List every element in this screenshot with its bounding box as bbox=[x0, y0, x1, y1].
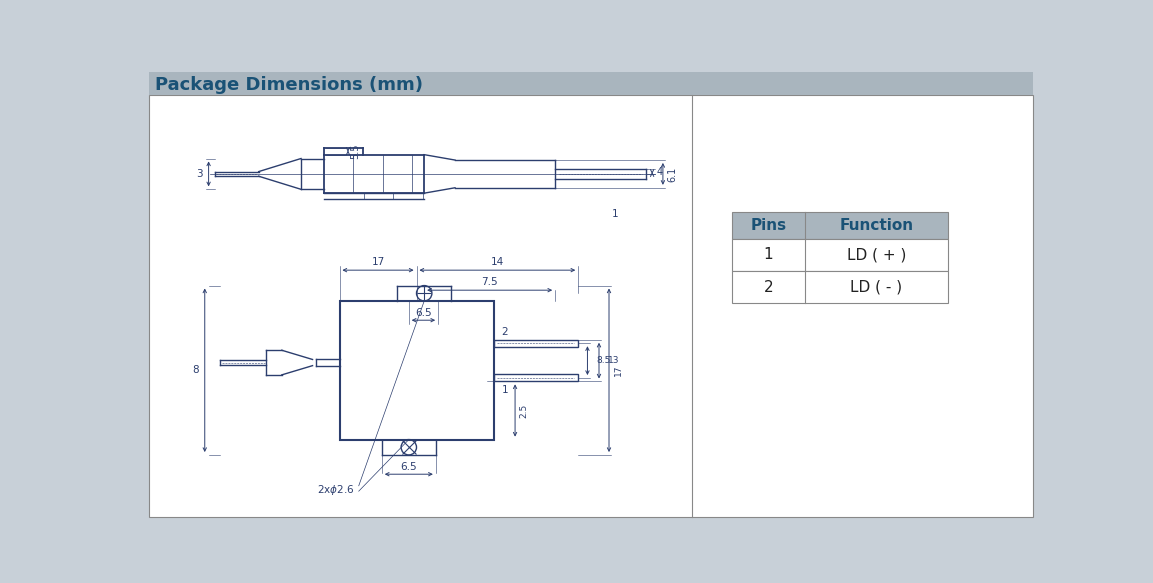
Text: LD ( + ): LD ( + ) bbox=[846, 247, 906, 262]
Text: 2.5: 2.5 bbox=[520, 403, 529, 417]
Text: LD ( - ): LD ( - ) bbox=[850, 280, 903, 294]
Text: Package Dimensions (mm): Package Dimensions (mm) bbox=[155, 76, 423, 94]
Text: 6.1: 6.1 bbox=[668, 166, 677, 181]
Text: 4: 4 bbox=[657, 167, 663, 177]
Text: 13: 13 bbox=[608, 356, 619, 365]
Text: Function: Function bbox=[839, 218, 913, 233]
Text: 17: 17 bbox=[371, 258, 385, 268]
Text: 1: 1 bbox=[502, 385, 508, 395]
Text: 6.5: 6.5 bbox=[415, 307, 431, 318]
Text: 8: 8 bbox=[193, 366, 198, 375]
Text: 17: 17 bbox=[613, 364, 623, 376]
Bar bbox=[493, 340, 578, 347]
Text: 2: 2 bbox=[502, 326, 508, 337]
Text: 8.5: 8.5 bbox=[596, 356, 610, 365]
Text: 2: 2 bbox=[763, 280, 774, 294]
Text: 5.5: 5.5 bbox=[351, 143, 361, 159]
Bar bbox=[732, 271, 948, 303]
Bar bbox=[732, 238, 948, 271]
Text: 3: 3 bbox=[196, 169, 203, 179]
Bar bbox=[339, 301, 493, 440]
Bar bbox=[149, 72, 1033, 94]
Text: 2x$\phi$2.6: 2x$\phi$2.6 bbox=[317, 483, 354, 497]
Text: 6.5: 6.5 bbox=[400, 462, 417, 472]
Text: 1: 1 bbox=[612, 209, 618, 219]
Text: 1: 1 bbox=[763, 247, 774, 262]
Text: Pins: Pins bbox=[751, 218, 786, 233]
Bar bbox=[493, 374, 578, 381]
Text: 14: 14 bbox=[491, 258, 504, 268]
Text: 7.5: 7.5 bbox=[481, 278, 498, 287]
Bar bbox=[732, 212, 948, 238]
